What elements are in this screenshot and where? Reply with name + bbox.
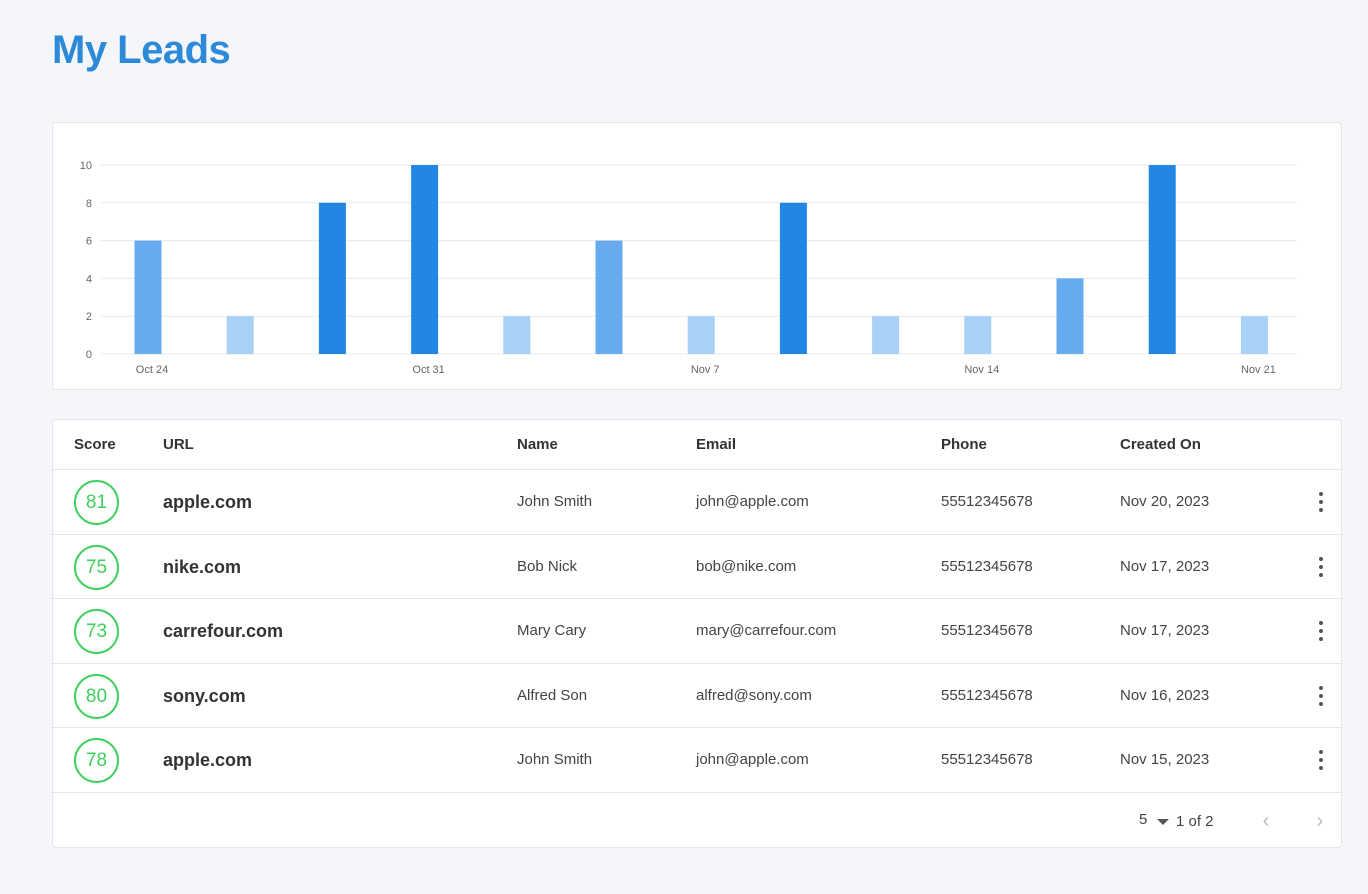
lead-score-badge: 75	[74, 544, 119, 590]
lead-url[interactable]: sony.com	[163, 685, 246, 706]
lead-name: Alfred Son	[517, 686, 588, 704]
table-pagination: 5 1 of 2 ‹ ›	[53, 793, 1341, 849]
x-tick-label: Nov 14	[964, 364, 999, 376]
header-name[interactable]: Name	[517, 436, 558, 453]
x-tick-label: Oct 31	[412, 364, 444, 376]
chart-bar[interactable]	[964, 316, 992, 354]
lead-created-on: Nov 17, 2023	[1120, 622, 1210, 639]
page-size-select[interactable]: 5	[1139, 810, 1148, 828]
lead-name: Mary Cary	[517, 622, 587, 639]
chart-bar[interactable]	[595, 240, 623, 354]
more-vertical-icon[interactable]	[1311, 748, 1331, 772]
header-url[interactable]: URL	[163, 436, 194, 453]
lead-phone: 55512345678	[941, 493, 1033, 510]
more-vertical-icon[interactable]	[1311, 684, 1331, 708]
lead-url[interactable]: carrefour.com	[163, 621, 284, 641]
y-tick-label: 4	[86, 273, 92, 285]
more-vertical-icon[interactable]	[1311, 490, 1331, 514]
more-vertical-icon[interactable]	[1311, 555, 1331, 579]
header-phone[interactable]: Phone	[941, 436, 987, 453]
chart-bar[interactable]	[411, 165, 439, 354]
x-tick-label: Nov 7	[691, 364, 720, 376]
lead-created-on: Nov 20, 2023	[1120, 493, 1210, 510]
table-header: Score URL Name Email Phone Created On	[53, 420, 1341, 470]
chevron-left-icon[interactable]: ‹	[1262, 809, 1270, 832]
page-title: My Leads	[52, 28, 231, 72]
caret-down-icon[interactable]	[1157, 818, 1169, 825]
lead-url[interactable]: apple.com	[163, 492, 253, 512]
table-body: 81 apple.com John Smith john@apple.com 55512…	[53, 470, 1341, 793]
chart-bar[interactable]	[1148, 165, 1176, 354]
lead-email: bob@nike.com	[696, 557, 797, 575]
lead-score-badge: 78	[74, 738, 119, 783]
chart-bar[interactable]	[226, 316, 254, 354]
lead-score-badge: 81	[74, 480, 119, 525]
chart-bar[interactable]	[687, 316, 715, 354]
lead-email: alfred@sony.com	[696, 686, 812, 704]
chevron-right-icon[interactable]: ›	[1316, 809, 1324, 832]
table-row[interactable]: 80 sony.com Alfred Son alfred@sony.com 55512…	[53, 664, 1341, 728]
lead-score-badge: 80	[74, 673, 119, 719]
leads-chart: 0 2 4 6 8 10 Oct 24 Oct 31 Nov 7 Nov 14 Nov 21	[52, 122, 1342, 390]
y-tick-label: 6	[86, 236, 92, 248]
chart-bar[interactable]	[134, 240, 162, 354]
header-email[interactable]: Email	[696, 436, 737, 453]
lead-url[interactable]: apple.com	[163, 750, 253, 770]
lead-created-on: Nov 16, 2023	[1120, 686, 1210, 704]
header-created-on[interactable]: Created On	[1120, 436, 1201, 453]
y-tick-label: 2	[86, 311, 92, 323]
chart-bar[interactable]	[872, 316, 900, 354]
lead-phone: 55512345678	[941, 622, 1033, 639]
table-row[interactable]: 73 carrefour.com Mary Cary mary@carrefour.c…	[53, 599, 1341, 664]
page-info: 1 of 2	[1176, 812, 1214, 830]
lead-phone: 55512345678	[941, 557, 1033, 575]
x-tick-label: Nov 21	[1241, 364, 1276, 376]
lead-name: John Smith	[517, 751, 593, 768]
more-vertical-icon[interactable]	[1311, 619, 1331, 643]
chart-bar[interactable]	[503, 316, 531, 354]
lead-email: john@apple.com	[696, 493, 809, 510]
chart-bar[interactable]	[1240, 316, 1268, 354]
lead-created-on: Nov 17, 2023	[1120, 557, 1210, 575]
chart-bar[interactable]	[318, 202, 346, 354]
table-row[interactable]: 75 nike.com Bob Nick bob@nike.com 5551234567…	[53, 535, 1341, 599]
y-tick-label: 10	[80, 160, 92, 172]
lead-score-badge: 73	[74, 609, 119, 654]
lead-email: mary@carrefour.com	[696, 622, 837, 639]
bar-chart: 0 2 4 6 8 10 Oct 24 Oct 31 Nov 7 Nov 14 Nov 21	[80, 160, 1297, 376]
x-tick-label: Oct 24	[136, 364, 168, 376]
chart-bar[interactable]	[1056, 278, 1084, 354]
lead-name: Bob Nick	[517, 557, 578, 575]
lead-email: john@apple.com	[696, 751, 809, 768]
lead-url[interactable]: nike.com	[163, 556, 242, 577]
y-tick-label: 8	[86, 198, 92, 210]
y-tick-label: 0	[86, 349, 92, 361]
lead-name: John Smith	[517, 493, 593, 510]
table-row[interactable]: 81 apple.com John Smith john@apple.com 55512…	[53, 470, 1341, 535]
lead-phone: 55512345678	[941, 751, 1033, 768]
leads-table: Score URL Name Email Phone Created On 81…	[52, 419, 1342, 848]
header-score[interactable]: Score	[74, 436, 116, 453]
table-row[interactable]: 78 apple.com John Smith john@apple.com 55512…	[53, 728, 1341, 793]
chart-bar[interactable]	[779, 202, 807, 354]
lead-created-on: Nov 15, 2023	[1120, 751, 1210, 768]
lead-phone: 55512345678	[941, 686, 1033, 704]
